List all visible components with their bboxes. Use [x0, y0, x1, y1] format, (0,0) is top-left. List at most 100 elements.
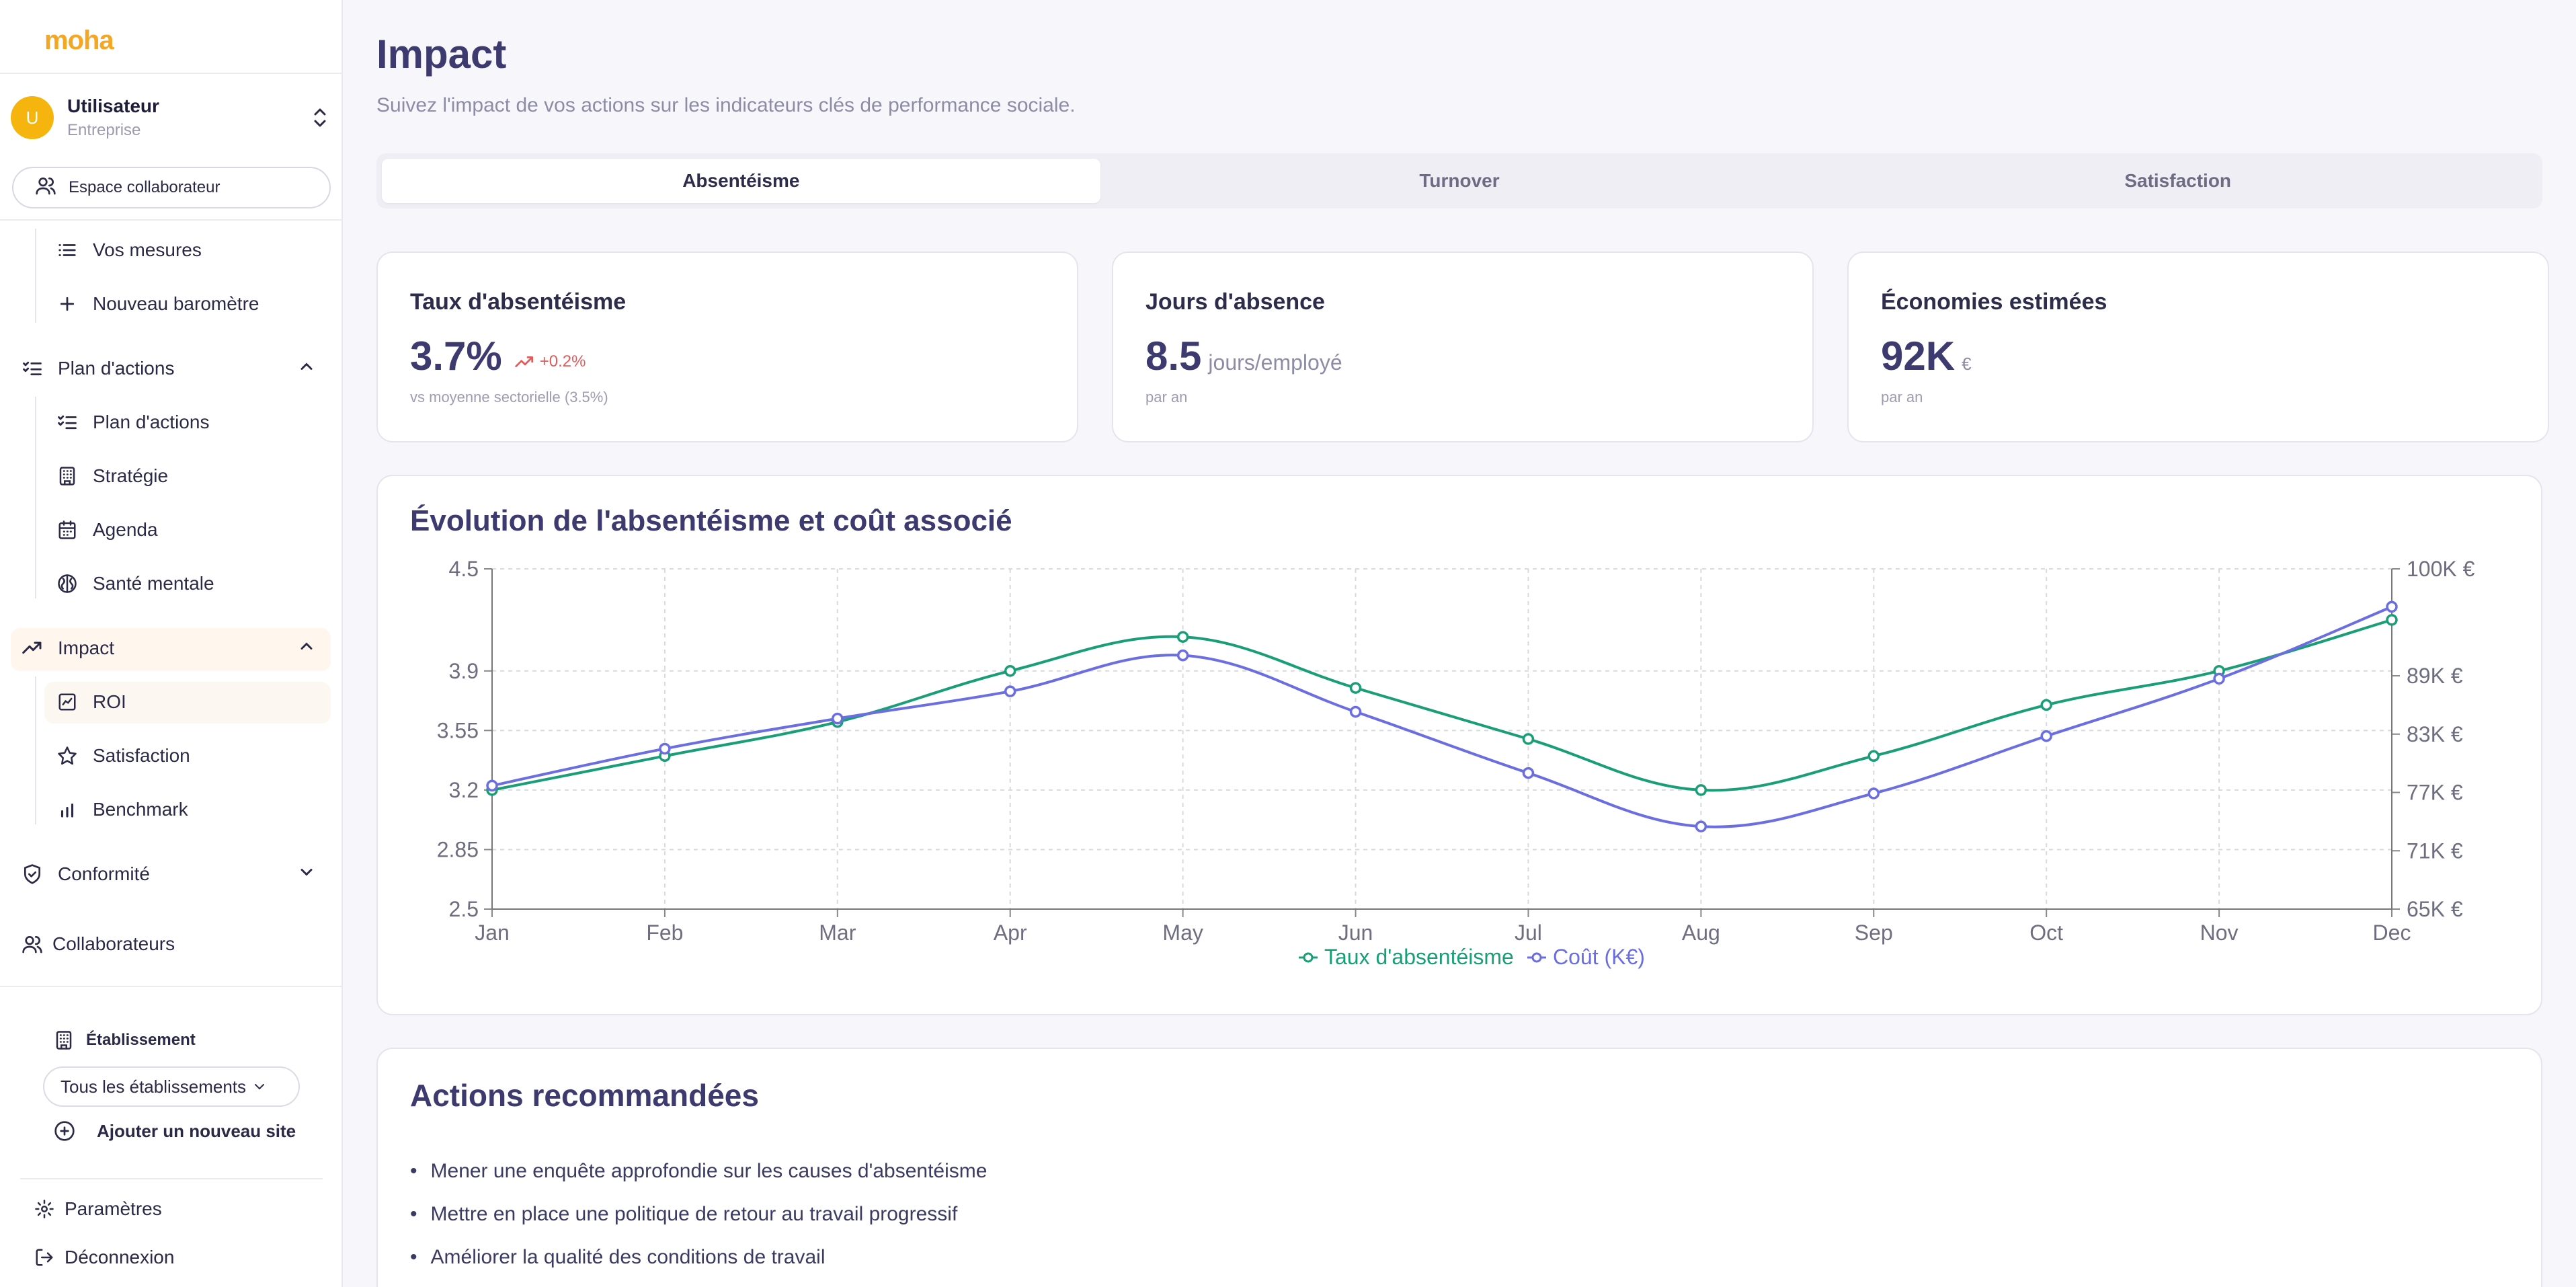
calendar-icon: [55, 518, 79, 542]
add-site-button[interactable]: Ajouter un nouveau site: [54, 1120, 296, 1142]
sidebar-item-roi[interactable]: ROI: [55, 690, 126, 714]
y-left-tick-label: 3.55: [437, 718, 479, 742]
list-item: Améliorer la qualité des conditions de t…: [410, 1236, 987, 1279]
plus-circle-icon: [54, 1120, 75, 1142]
series-line: [491, 605, 2392, 828]
sidebar: moha U Utilisateur Entreprise Espace col…: [0, 0, 343, 1287]
y-left-tick-label: 3.2: [449, 778, 479, 802]
sidebar-item-label: Vos mesures: [93, 239, 202, 260]
kpi-card-jours-absence: Jours d'absence 8.5 jours/employé par an: [1112, 251, 1814, 442]
sidebar-item-label: Satisfaction: [93, 745, 190, 766]
settings-link[interactable]: Paramètres: [32, 1197, 162, 1221]
sidebar-item-label: ROI: [93, 691, 126, 712]
etablissement-select[interactable]: Tous les établissements: [43, 1066, 300, 1107]
x-tick-label: Mar: [819, 921, 856, 945]
data-point: [2386, 600, 2398, 613]
sub-nav-line: [35, 229, 36, 323]
kpi-trend-value: +0.2%: [539, 352, 586, 370]
data-point: [1867, 787, 1880, 800]
actions-card: Actions recommandées Mener une enquête a…: [376, 1048, 2542, 1287]
y-left-tick-label: 2.5: [449, 897, 479, 921]
trending-up-icon: [514, 354, 536, 370]
chart-card: Évolution de l'absentéisme et coût assoc…: [376, 475, 2542, 1015]
sidebar-item-nouveau-barometre[interactable]: Nouveau baromètre: [55, 292, 259, 316]
sidebar-divider: [0, 986, 343, 987]
bar-chart-icon: [55, 797, 79, 822]
brain-icon: [55, 572, 79, 596]
x-tick-label: Aug: [1682, 921, 1720, 945]
sidebar-item-vos-mesures[interactable]: Vos mesures: [55, 238, 202, 262]
add-site-label: Ajouter un nouveau site: [97, 1120, 296, 1141]
sidebar-item-label: Plan d'actions: [58, 358, 175, 379]
building-icon: [54, 1030, 74, 1050]
user-switcher[interactable]: U Utilisateur Entreprise: [11, 95, 333, 140]
x-tick-label: May: [1162, 921, 1203, 945]
chevron-down-icon: [297, 863, 316, 886]
legend-label: Taux d'absentéisme: [1324, 945, 1514, 969]
list-item: Mener une enquête approfondie sur les ca…: [410, 1150, 988, 1193]
active-group-highlight: [11, 628, 331, 671]
x-tick-label: Jul: [1515, 921, 1542, 945]
sidebar-item-strategie[interactable]: Stratégie: [55, 464, 168, 488]
app-logo[interactable]: moha: [44, 26, 114, 55]
sidebar-item-plan-actions[interactable]: Plan d'actions: [55, 410, 209, 434]
x-tick-label: Dec: [2373, 921, 2411, 945]
tab-satisfaction[interactable]: Satisfaction: [2124, 170, 2232, 191]
espace-collaborateur-button[interactable]: Espace collaborateur: [12, 167, 331, 208]
y-right-tick-label: 65K €: [2407, 897, 2463, 921]
etablissement-select-value: Tous les établissements: [61, 1076, 247, 1097]
y-right-tick-label: 100K €: [2407, 557, 2475, 581]
sidebar-item-label: Stratégie: [93, 465, 169, 486]
etablissement-label-text: Établissement: [86, 1031, 196, 1049]
sidebar-item-agenda[interactable]: Agenda: [55, 518, 158, 542]
tab-absenteisme[interactable]: Absentéisme: [382, 159, 1100, 203]
line-chart: 2.5 2.85 3.2 3.55 3.9 4.5 65K € 71K € 77K € 83K €…: [437, 557, 2475, 969]
logout-link[interactable]: Déconnexion: [32, 1245, 174, 1270]
sidebar-item-label: Benchmark: [93, 799, 188, 820]
x-tick-label: Apr: [994, 921, 1027, 945]
kpi-note: par an: [1881, 389, 1923, 405]
y-left-tick-label: 2.85: [437, 837, 479, 861]
kpi-trend: +0.2%: [514, 352, 586, 371]
main-content: Impact Suivez l'impact de vos actions su…: [343, 0, 2576, 1287]
kpi-card-absenteisme: Taux d'absentéisme 3.7% +0.2% vs moyenne…: [376, 251, 1078, 442]
sidebar-item-sante-mentale[interactable]: Santé mentale: [55, 572, 214, 596]
user-role: Entreprise: [67, 121, 141, 139]
chart-title: Évolution de l'absentéisme et coût assoc…: [410, 504, 1012, 537]
kpi-title: Taux d'absentéisme: [410, 289, 627, 315]
sidebar-group-conformite[interactable]: Conformité: [20, 862, 323, 886]
sidebar-item-benchmark[interactable]: Benchmark: [55, 797, 188, 822]
data-point: [486, 779, 498, 792]
data-point: [1867, 750, 1880, 763]
sidebar-item-collaborateurs[interactable]: Collaborateurs: [20, 932, 175, 956]
page-title: Impact: [376, 32, 507, 77]
data-point: [1522, 767, 1535, 779]
kpi-title: Économies estimées: [1881, 289, 2107, 315]
page-subtitle: Suivez l'impact de vos actions sur les i…: [376, 94, 1076, 116]
data-point: [2040, 730, 2052, 742]
checklist-icon: [55, 410, 79, 434]
sidebar-divider: [0, 219, 343, 221]
x-tick-label: Nov: [2200, 921, 2239, 945]
legend-label: Coût (K€): [1553, 945, 1645, 969]
kpi-unit: jours/employé: [1208, 350, 1342, 375]
tab-turnover[interactable]: Turnover: [1419, 170, 1500, 191]
data-point: [1004, 665, 1016, 677]
data-point: [659, 742, 671, 755]
sidebar-group-impact[interactable]: Impact: [20, 636, 323, 660]
kpi-unit: €: [1962, 354, 1972, 374]
data-point: [1176, 649, 1189, 662]
series-line: [491, 618, 2392, 792]
sidebar-divider: [0, 73, 343, 74]
x-tick-label: Feb: [646, 921, 683, 945]
trending-up-icon: [20, 636, 44, 660]
kpi-title: Jours d'absence: [1145, 289, 1325, 315]
y-right-tick-label: 77K €: [2407, 781, 2463, 805]
data-point: [832, 712, 844, 725]
sidebar-item-satisfaction[interactable]: Satisfaction: [55, 744, 190, 768]
chevrons-up-down-icon[interactable]: [307, 101, 333, 134]
kpi-value: 8.5: [1145, 334, 1202, 379]
gear-icon: [32, 1197, 56, 1221]
data-point: [1349, 682, 1362, 694]
sidebar-group-plan-actions[interactable]: Plan d'actions: [20, 356, 323, 381]
